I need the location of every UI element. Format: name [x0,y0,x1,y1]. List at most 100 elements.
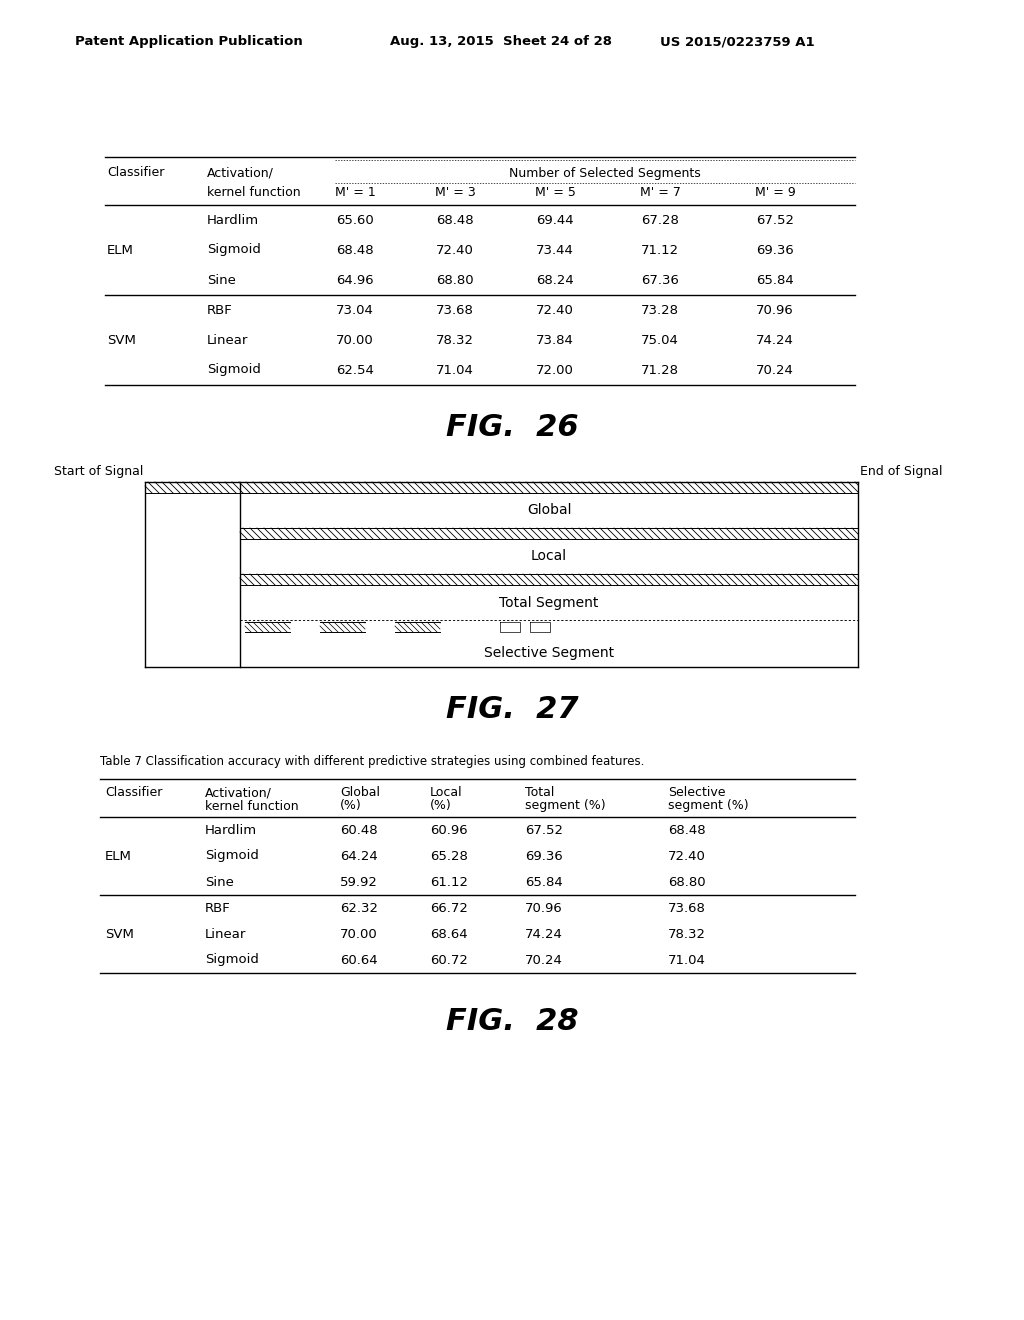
Text: 68.80: 68.80 [436,273,474,286]
Text: M' = 9: M' = 9 [755,186,796,199]
Text: Sigmoid: Sigmoid [205,850,259,862]
Text: 71.28: 71.28 [641,363,679,376]
Text: 73.28: 73.28 [641,304,679,317]
Text: 73.04: 73.04 [336,304,374,317]
Text: 74.24: 74.24 [756,334,794,346]
Text: Classifier: Classifier [106,166,165,180]
Text: 68.48: 68.48 [668,824,706,837]
Text: Hardlim: Hardlim [205,824,257,837]
Text: (%): (%) [340,800,361,813]
Text: SVM: SVM [106,334,136,346]
Text: Classifier: Classifier [105,787,163,800]
Text: 73.44: 73.44 [536,243,573,256]
Text: 65.60: 65.60 [336,214,374,227]
Text: 62.32: 62.32 [340,902,378,915]
Text: 60.72: 60.72 [430,953,468,966]
Text: 71.04: 71.04 [436,363,474,376]
Text: 68.48: 68.48 [436,214,474,227]
Text: 67.52: 67.52 [525,824,563,837]
Text: 78.32: 78.32 [668,928,706,940]
Text: 70.00: 70.00 [336,334,374,346]
Text: Sigmoid: Sigmoid [207,243,261,256]
Text: 68.24: 68.24 [537,273,573,286]
Text: Global: Global [340,787,380,800]
Text: 70.96: 70.96 [525,902,563,915]
Text: Table 7 Classification accuracy with different predictive strategies using combi: Table 7 Classification accuracy with dif… [100,755,644,767]
Text: 70.24: 70.24 [525,953,563,966]
Text: 65.28: 65.28 [430,850,468,862]
Text: Aug. 13, 2015  Sheet 24 of 28: Aug. 13, 2015 Sheet 24 of 28 [390,36,612,49]
Text: Sine: Sine [205,875,233,888]
Text: 69.36: 69.36 [756,243,794,256]
Text: 73.68: 73.68 [668,902,706,915]
Text: 72.40: 72.40 [668,850,706,862]
Text: 69.36: 69.36 [525,850,563,862]
Text: 65.84: 65.84 [756,273,794,286]
Text: 59.92: 59.92 [340,875,378,888]
Text: Sine: Sine [207,273,236,286]
Text: 61.12: 61.12 [430,875,468,888]
Text: M' = 3: M' = 3 [434,186,475,199]
Text: Hardlim: Hardlim [207,214,259,227]
Text: Linear: Linear [205,928,247,940]
Text: kernel function: kernel function [207,186,301,199]
Text: 73.84: 73.84 [536,334,573,346]
Text: Local: Local [430,787,463,800]
Text: 64.96: 64.96 [336,273,374,286]
Text: End of Signal: End of Signal [860,466,942,479]
Text: RBF: RBF [205,902,230,915]
Text: Global: Global [526,503,571,517]
Text: M' = 1: M' = 1 [335,186,376,199]
Text: M' = 5: M' = 5 [535,186,575,199]
Text: kernel function: kernel function [205,800,299,813]
Text: 60.64: 60.64 [340,953,378,966]
Text: 72.40: 72.40 [536,304,573,317]
Text: 70.96: 70.96 [756,304,794,317]
Text: 70.24: 70.24 [756,363,794,376]
Text: 67.28: 67.28 [641,214,679,227]
Text: Start of Signal: Start of Signal [53,466,143,479]
Text: 68.64: 68.64 [430,928,468,940]
Text: Linear: Linear [207,334,249,346]
Text: Sigmoid: Sigmoid [205,953,259,966]
Text: 69.44: 69.44 [537,214,573,227]
Text: FIG.  28: FIG. 28 [445,1006,579,1035]
Text: 60.96: 60.96 [430,824,468,837]
Text: FIG.  26: FIG. 26 [445,412,579,441]
Text: 67.36: 67.36 [641,273,679,286]
Text: US 2015/0223759 A1: US 2015/0223759 A1 [660,36,815,49]
Text: 71.04: 71.04 [668,953,706,966]
Text: Selective Segment: Selective Segment [484,645,614,660]
Text: (%): (%) [430,800,452,813]
Text: 64.24: 64.24 [340,850,378,862]
Text: Selective: Selective [668,787,725,800]
Text: 70.00: 70.00 [340,928,378,940]
Text: 62.54: 62.54 [336,363,374,376]
Text: 73.68: 73.68 [436,304,474,317]
Text: 74.24: 74.24 [525,928,563,940]
Text: SVM: SVM [105,928,134,940]
Text: 75.04: 75.04 [641,334,679,346]
Text: ELM: ELM [106,243,134,256]
Text: FIG.  27: FIG. 27 [445,694,579,723]
Text: M' = 7: M' = 7 [640,186,680,199]
Text: Number of Selected Segments: Number of Selected Segments [509,166,700,180]
Text: 68.48: 68.48 [336,243,374,256]
Text: Total Segment: Total Segment [500,595,599,610]
Text: Sigmoid: Sigmoid [207,363,261,376]
Text: 65.84: 65.84 [525,875,563,888]
Text: Local: Local [530,549,567,564]
Text: Activation/: Activation/ [205,787,272,800]
Text: 60.48: 60.48 [340,824,378,837]
Text: 68.80: 68.80 [668,875,706,888]
Text: ELM: ELM [105,850,132,862]
Text: Total: Total [525,787,554,800]
Text: RBF: RBF [207,304,232,317]
Text: 78.32: 78.32 [436,334,474,346]
Text: 66.72: 66.72 [430,902,468,915]
Text: 72.00: 72.00 [536,363,573,376]
Text: Patent Application Publication: Patent Application Publication [75,36,303,49]
Text: 71.12: 71.12 [641,243,679,256]
Text: Activation/: Activation/ [207,166,273,180]
Text: 72.40: 72.40 [436,243,474,256]
